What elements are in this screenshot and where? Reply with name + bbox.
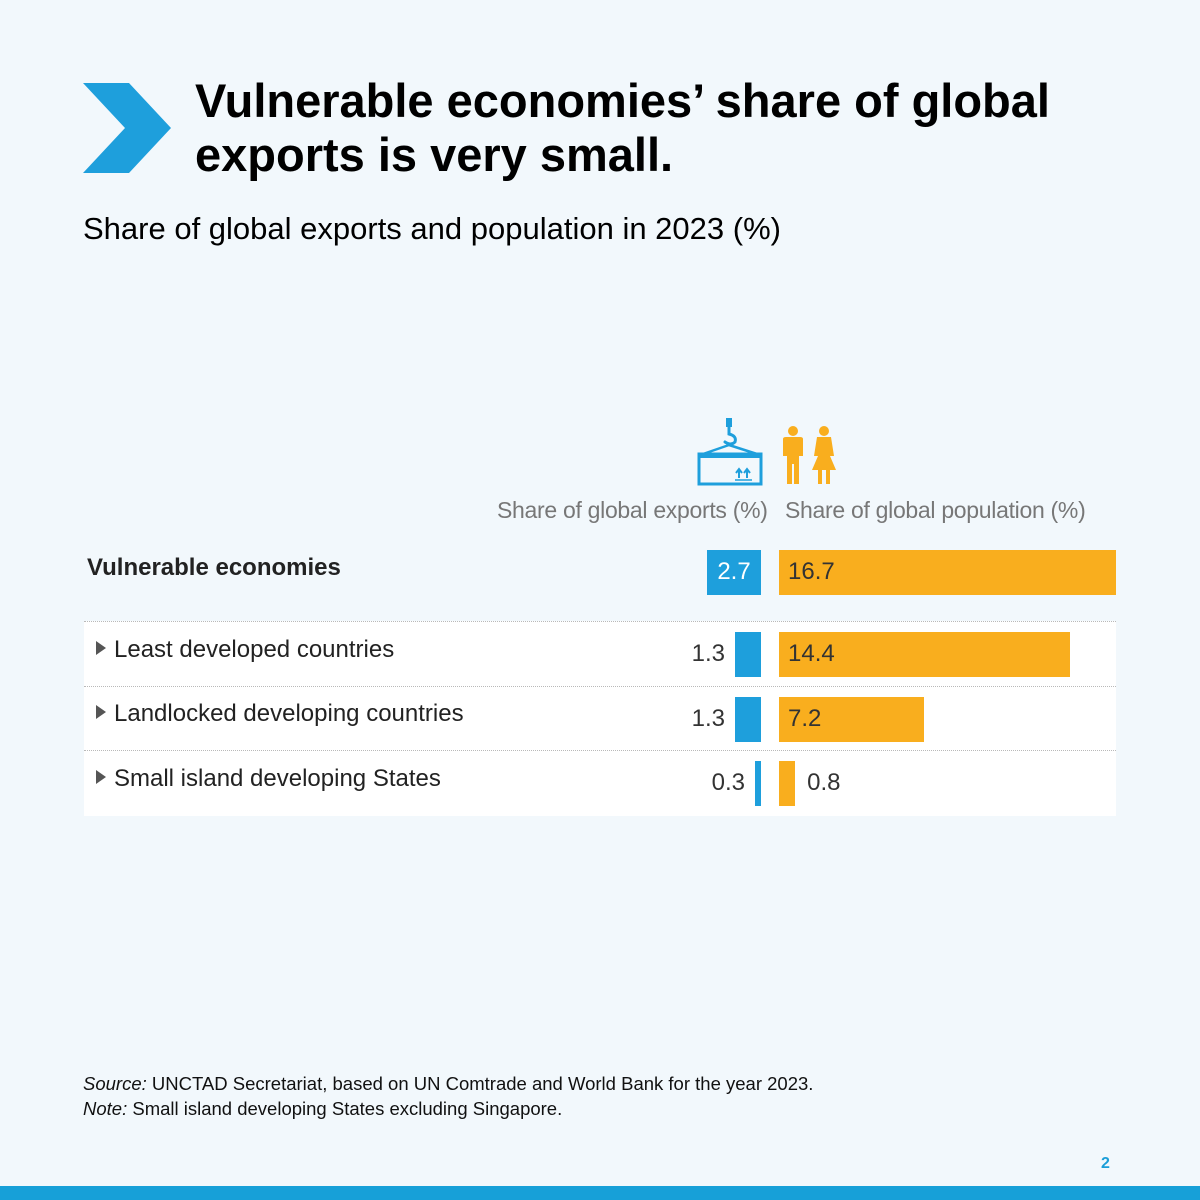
population-bar bbox=[779, 550, 1116, 595]
exports-bar bbox=[735, 697, 761, 742]
source-label: Source: bbox=[83, 1073, 147, 1094]
category-label: Least developed countries bbox=[114, 636, 395, 663]
population-bar bbox=[779, 632, 1070, 677]
population-value-label: 14.4 bbox=[788, 640, 835, 667]
source-note: Source: UNCTAD Secretariat, based on UN … bbox=[83, 1073, 813, 1095]
page-title: Vulnerable economies’ share of global ex… bbox=[195, 74, 1050, 181]
population-value-label: 16.7 bbox=[788, 558, 835, 585]
exports-value-label: 0.3 bbox=[711, 769, 745, 796]
cargo-container-crane-icon bbox=[697, 418, 763, 486]
triangle-right-icon bbox=[96, 705, 106, 719]
exports-bar bbox=[735, 632, 761, 677]
row-divider bbox=[84, 621, 1116, 622]
note-label: Note: bbox=[83, 1098, 128, 1119]
row-divider bbox=[84, 686, 1116, 687]
exports-bar bbox=[755, 761, 761, 806]
category-label: Vulnerable economies bbox=[87, 554, 341, 581]
category-label: Landlocked developing countries bbox=[114, 700, 464, 727]
page-number: 2 bbox=[1101, 1155, 1110, 1172]
bottom-accent-band bbox=[0, 1186, 1200, 1200]
population-bar bbox=[779, 761, 796, 806]
exports-value-label: 1.3 bbox=[691, 705, 725, 732]
exports-value-label: 1.3 bbox=[691, 640, 725, 667]
population-value-label: 0.8 bbox=[807, 769, 841, 796]
triangle-right-icon bbox=[96, 770, 106, 784]
man-woman-icon bbox=[783, 426, 836, 484]
category-row-small-island: Small island developing States bbox=[86, 765, 441, 793]
note-body: Small island developing States excluding… bbox=[127, 1098, 563, 1119]
category-row-least-developed: Least developed countries bbox=[86, 636, 394, 664]
chart-subtitle: Share of global exports and population i… bbox=[83, 211, 781, 246]
triangle-right-icon bbox=[96, 641, 106, 655]
row-divider bbox=[84, 750, 1116, 751]
category-label: Small island developing States bbox=[114, 765, 441, 792]
population-column-header: Share of global population (%) bbox=[785, 497, 1086, 523]
exports-column-header: Share of global exports (%) bbox=[497, 497, 768, 523]
note-text: Note: Small island developing States exc… bbox=[83, 1098, 562, 1120]
population-value-label: 7.2 bbox=[788, 705, 822, 732]
source-text: UNCTAD Secretariat, based on UN Comtrade… bbox=[146, 1073, 814, 1094]
exports-bar bbox=[707, 550, 761, 595]
chevron-right-icon bbox=[83, 83, 171, 173]
population-bar bbox=[779, 697, 925, 742]
exports-value-label: 2.7 bbox=[717, 558, 751, 585]
category-row-landlocked: Landlocked developing countries bbox=[86, 700, 464, 728]
